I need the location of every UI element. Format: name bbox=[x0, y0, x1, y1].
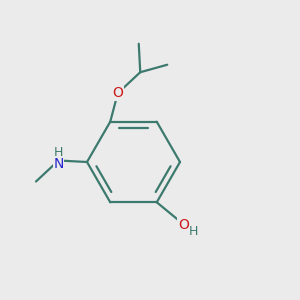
Text: H: H bbox=[189, 225, 198, 238]
Text: N: N bbox=[53, 157, 64, 171]
Text: O: O bbox=[178, 218, 189, 232]
Text: H: H bbox=[54, 146, 63, 159]
Text: O: O bbox=[112, 86, 123, 100]
